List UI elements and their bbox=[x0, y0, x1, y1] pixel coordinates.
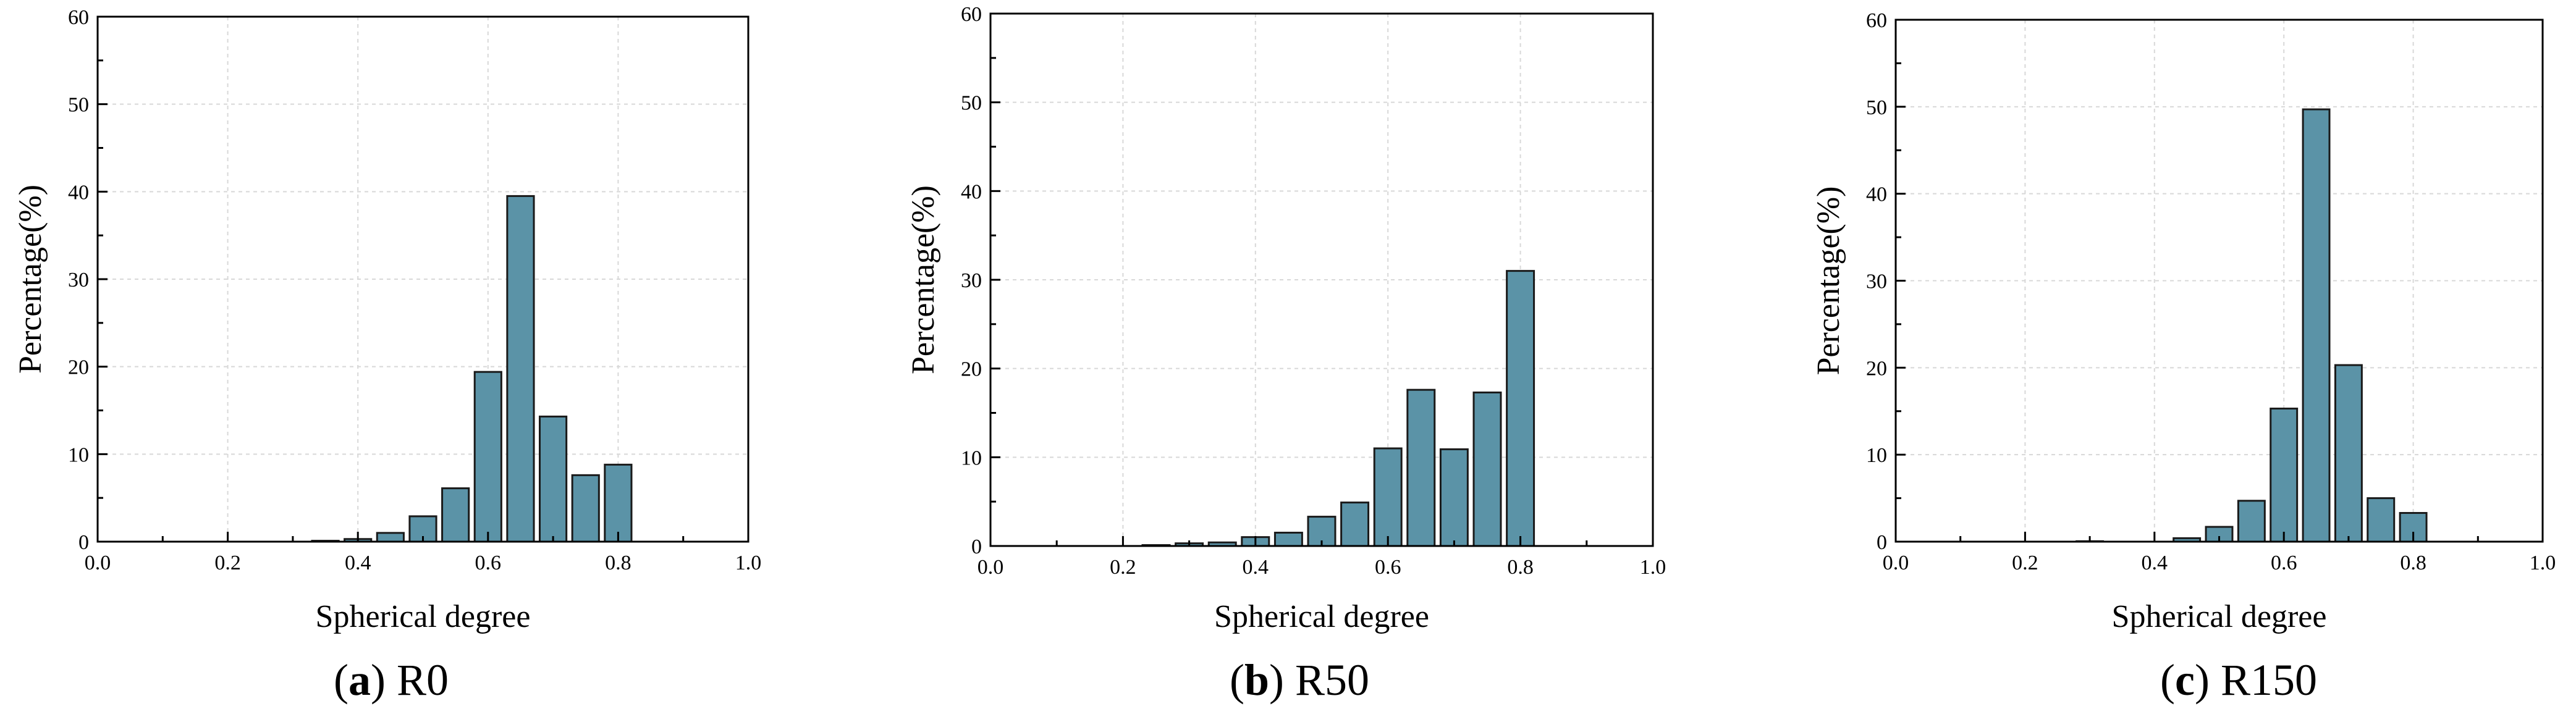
x-axis: 0.0 0.2 0.4 0.6 0.8 1.0 bbox=[978, 536, 1666, 579]
x-tick-label: 0.2 bbox=[1110, 556, 1136, 579]
y-axis-title: Percentage(%) bbox=[1811, 186, 1846, 375]
bar-0.65 bbox=[2302, 108, 2331, 543]
y-tick-label: 0 bbox=[1877, 531, 1887, 554]
y-tick-label: 50 bbox=[1866, 96, 1887, 119]
bar-0.65 bbox=[1406, 388, 1436, 547]
y-tick-label: 0 bbox=[78, 531, 89, 554]
x-tick-label: 0.8 bbox=[1507, 556, 1534, 579]
y-axis-title: Percentage(%) bbox=[906, 185, 941, 374]
y-tick-label: 10 bbox=[961, 447, 982, 469]
y-tick-label: 20 bbox=[1866, 357, 1887, 380]
x-tick-label: 0.4 bbox=[2142, 552, 2168, 574]
y-tick-label: 10 bbox=[1866, 444, 1887, 467]
y-tick-label: 0 bbox=[971, 535, 982, 558]
bar-series bbox=[2076, 108, 2428, 543]
bar-0.60 bbox=[473, 371, 502, 543]
bar-0.70 bbox=[1439, 448, 1469, 547]
y-axis-title: Percentage(%) bbox=[13, 185, 48, 374]
bar-0.70 bbox=[2334, 364, 2363, 543]
bar-0.70 bbox=[539, 415, 568, 543]
x-tick-label: 0.2 bbox=[214, 552, 241, 574]
x-tick-label: 0.8 bbox=[2400, 552, 2426, 574]
bar-0.50 bbox=[1307, 516, 1337, 547]
bar-0.80 bbox=[1506, 270, 1535, 547]
y-tick-label: 10 bbox=[68, 443, 89, 466]
chart-panel-a: 0.0 0.2 0.4 0.6 0.8 1.0 0 10 20 30 40 50 60 Spherical… bbox=[13, 6, 761, 705]
y-axis: 0 10 20 30 40 50 60 bbox=[68, 6, 108, 554]
x-tick-label: 0.8 bbox=[605, 552, 631, 574]
x-axis-title: Spherical degree bbox=[1214, 599, 1429, 634]
x-axis-title: Spherical degree bbox=[2112, 599, 2327, 634]
x-axis-title: Spherical degree bbox=[316, 599, 531, 634]
y-tick-label: 30 bbox=[961, 269, 982, 292]
x-tick-label: 1.0 bbox=[2530, 552, 2556, 574]
y-tick-label: 50 bbox=[961, 92, 982, 115]
y-tick-label: 60 bbox=[961, 3, 982, 26]
y-tick-label: 60 bbox=[68, 6, 89, 29]
bar-0.75 bbox=[2367, 497, 2396, 543]
bar-0.45 bbox=[1273, 531, 1303, 547]
x-tick-label: 0.6 bbox=[1375, 556, 1401, 579]
gridlines bbox=[990, 14, 1653, 546]
bar-0.75 bbox=[1472, 391, 1502, 547]
bar-series bbox=[1141, 270, 1535, 547]
y-tick-label: 30 bbox=[1866, 271, 1887, 293]
bar-0.55 bbox=[441, 487, 470, 543]
gridlines bbox=[1896, 20, 2543, 542]
chart-panel-b: 0.0 0.2 0.4 0.6 0.8 1.0 0 10 20 30 40 50 60 Spherical… bbox=[906, 3, 1666, 705]
y-tick-label: 40 bbox=[961, 180, 982, 203]
x-tick-label: 0.6 bbox=[475, 552, 502, 574]
caption-letter: c bbox=[2175, 655, 2195, 705]
x-axis: 0.0 0.2 0.4 0.6 0.8 1.0 bbox=[1883, 532, 2556, 574]
y-axis: 0 10 20 30 40 50 60 bbox=[1866, 9, 1906, 554]
bar-0.80 bbox=[604, 463, 633, 543]
caption-text: R150 bbox=[2221, 655, 2317, 705]
gridlines bbox=[98, 17, 748, 542]
x-tick-label: 1.0 bbox=[735, 552, 762, 574]
y-tick-label: 60 bbox=[1866, 9, 1887, 32]
x-tick-label: 0.0 bbox=[85, 552, 111, 574]
y-tick-label: 30 bbox=[68, 269, 89, 292]
x-tick-label: 0.4 bbox=[1243, 556, 1269, 579]
y-tick-label: 50 bbox=[68, 94, 89, 117]
bar-0.75 bbox=[571, 474, 600, 543]
panel-caption: (b) R50 bbox=[1230, 655, 1369, 705]
x-tick-label: 0.6 bbox=[2271, 552, 2297, 574]
panel-caption: (a) R0 bbox=[334, 655, 449, 705]
bar-0.45 bbox=[376, 532, 405, 543]
caption-letter: a bbox=[348, 655, 371, 705]
y-tick-label: 40 bbox=[1866, 183, 1887, 206]
caption-text: R50 bbox=[1295, 655, 1369, 705]
panel-caption: (c) R150 bbox=[2160, 655, 2317, 705]
chart-panel-c: 0.0 0.2 0.4 0.6 0.8 1.0 0 10 20 30 40 50 60 Spherical… bbox=[1811, 9, 2556, 705]
caption-text: R0 bbox=[397, 655, 449, 705]
x-tick-label: 0.0 bbox=[1883, 552, 1909, 574]
x-tick-label: 0.0 bbox=[978, 556, 1004, 579]
y-tick-label: 20 bbox=[68, 356, 89, 379]
y-tick-label: 40 bbox=[68, 181, 89, 204]
bar-0.65 bbox=[506, 195, 535, 543]
y-axis: 0 10 20 30 40 50 60 bbox=[961, 3, 1000, 558]
caption-letter: b bbox=[1244, 655, 1269, 705]
bar-series bbox=[311, 195, 633, 543]
x-tick-label: 0.2 bbox=[2012, 552, 2038, 574]
bar-0.60 bbox=[1373, 447, 1403, 547]
bar-0.60 bbox=[2270, 408, 2299, 543]
bar-0.55 bbox=[1340, 502, 1370, 547]
bar-0.55 bbox=[2237, 500, 2266, 543]
x-axis: 0.0 0.2 0.4 0.6 0.8 1.0 bbox=[85, 532, 762, 574]
x-tick-label: 0.4 bbox=[345, 552, 371, 574]
y-tick-label: 20 bbox=[961, 358, 982, 381]
x-tick-label: 1.0 bbox=[1640, 556, 1666, 579]
